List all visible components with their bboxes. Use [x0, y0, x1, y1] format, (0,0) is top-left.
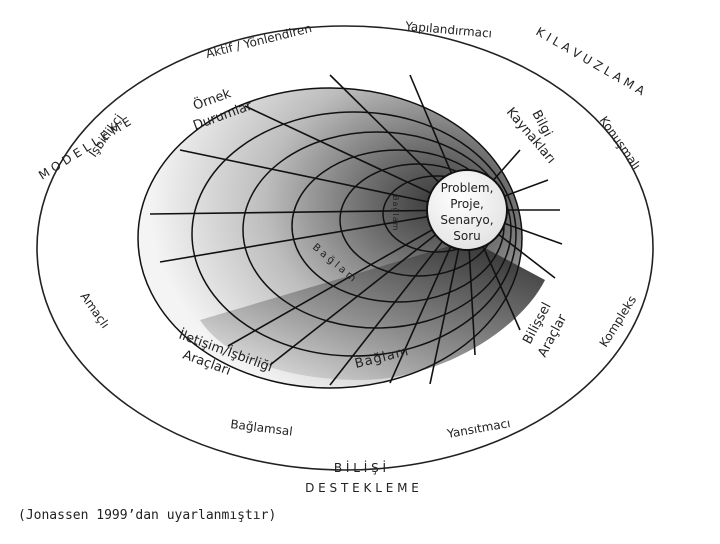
label-destekleme: D E S T E K L E M E [305, 481, 419, 495]
label-konusmali: Konuşmalı [597, 114, 644, 173]
label-kilavuzlama: K I L A V U Z L A M A [534, 24, 648, 98]
hub-line-4: Soru [453, 229, 481, 243]
hub-line-3: Senaryo, [440, 213, 493, 227]
label-bilgi-kaynaklari: Bilgi Kaynakları [503, 105, 558, 167]
label-baglam-small: Bağlam [391, 195, 400, 231]
label-yapilandirmaci: Yapılandırmacı [404, 19, 493, 41]
caption: (Jonassen 1999’dan uyarlanmıştır) [18, 508, 277, 523]
hub-line-1: Problem, [441, 181, 494, 195]
outer-ellipse [36, 25, 654, 471]
label-yansitmaci: Yansıtmacı [445, 416, 511, 441]
label-aktif: Aktif / Yönlendiren [204, 21, 313, 61]
central-hub [426, 169, 508, 251]
label-bilisi: B İ L İ Ş İ [334, 460, 386, 475]
label-baglamsal: Bağlamsal [230, 417, 294, 439]
hub-line-2: Proje, [450, 197, 484, 211]
label-amacli: Amaçlı [78, 290, 113, 331]
label-modelleme: M O D E L L E M E [36, 114, 133, 182]
label-kompleks: Kompleks [597, 293, 640, 349]
label-bilissel-araclar: Bilişsel Araçlar [520, 300, 570, 360]
